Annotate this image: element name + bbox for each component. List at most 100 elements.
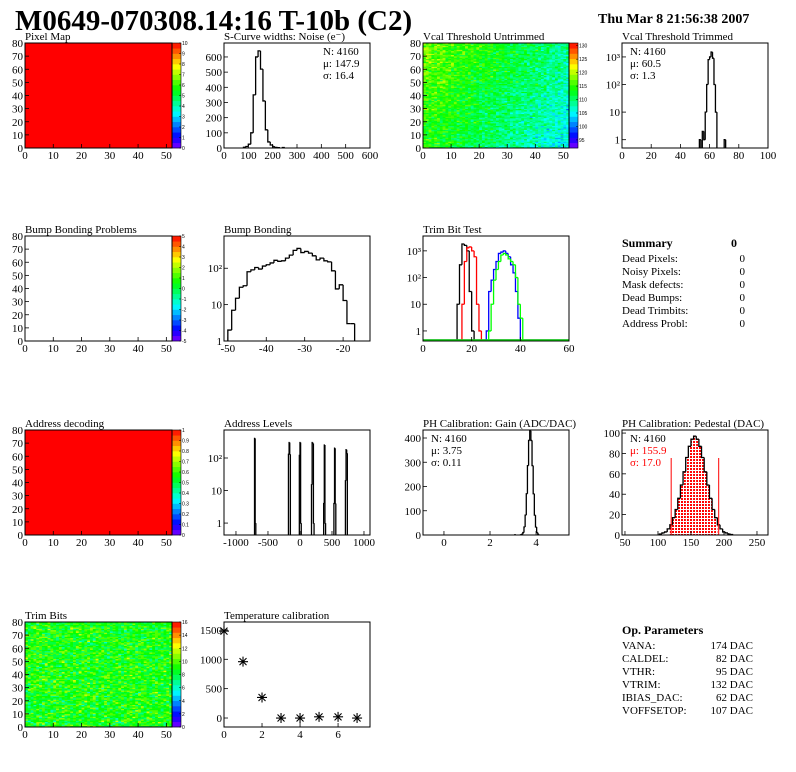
heatmap-cell xyxy=(473,121,477,124)
heatmap-cell xyxy=(445,113,449,116)
heatmap-cell xyxy=(518,65,522,67)
y-tick-label: 0 xyxy=(416,530,422,542)
heatmap-cell xyxy=(442,87,446,90)
heatmap-cell xyxy=(538,129,542,132)
heatmap-cell xyxy=(448,74,452,77)
heatmap-cell xyxy=(490,132,494,134)
heatmap-cell xyxy=(507,138,511,141)
heatmap-cell xyxy=(25,686,29,688)
heatmap-cell xyxy=(552,49,556,52)
heatmap-cell xyxy=(549,142,553,145)
heatmap-cell xyxy=(512,48,516,50)
heatmap-cell xyxy=(560,87,564,90)
heatmap-cell xyxy=(493,136,497,138)
heatmap-cell xyxy=(462,48,466,50)
heatmap-cell xyxy=(473,113,477,116)
heatmap-cell xyxy=(498,48,502,50)
heatmap-cell xyxy=(546,133,550,136)
heatmap-cell xyxy=(428,134,432,137)
heatmap-cell xyxy=(25,430,172,535)
heatmap-cell xyxy=(462,146,466,149)
heatmap-cell xyxy=(451,92,455,95)
heatmap-cell xyxy=(563,44,567,46)
histogram-bin xyxy=(458,264,462,305)
heatmap-cell xyxy=(504,120,508,123)
heatmap-cell xyxy=(515,75,519,78)
heatmap-cell xyxy=(434,54,438,57)
heatmap-cell xyxy=(27,711,31,713)
heatmap-cell xyxy=(431,117,435,120)
heatmap-cell xyxy=(549,94,553,96)
heatmap-cell xyxy=(423,103,427,105)
heatmap-cell xyxy=(431,74,435,77)
heatmap-cell xyxy=(526,45,530,48)
heatmap-cell xyxy=(538,116,542,119)
heatmap-cell xyxy=(462,130,466,133)
heatmap-cell xyxy=(538,64,542,66)
heatmap-cell xyxy=(532,74,536,77)
heatmap-cell xyxy=(526,132,530,134)
heatmap-cell xyxy=(25,695,29,698)
heatmap-cell xyxy=(467,128,472,130)
heatmap-cell xyxy=(434,64,438,66)
heatmap-cell xyxy=(448,58,452,61)
heatmap-cell xyxy=(529,52,533,54)
heatmap-cell xyxy=(481,69,486,71)
histogram-bin xyxy=(711,498,715,511)
heatmap-cell xyxy=(25,664,29,666)
heatmap-cell xyxy=(428,88,432,91)
heatmap-cell xyxy=(507,106,511,108)
heatmap-cell xyxy=(507,136,511,138)
histogram-fill-bin xyxy=(693,436,697,535)
heatmap-cell xyxy=(456,119,460,121)
heatmap-cell xyxy=(507,66,511,69)
heatmap-cell xyxy=(512,46,516,49)
heatmap-cell xyxy=(484,96,488,99)
heatmap-cell xyxy=(518,43,522,45)
heatmap-cell xyxy=(493,109,497,112)
heatmap-cell xyxy=(431,136,435,138)
heatmap-cell xyxy=(470,123,474,125)
heatmap-cell xyxy=(490,119,494,121)
heatmap-cell xyxy=(487,49,491,52)
heatmap-cell xyxy=(566,54,570,57)
heatmap-cell xyxy=(501,88,505,91)
heatmap-cell xyxy=(543,116,547,119)
heatmap-cell xyxy=(439,77,443,79)
heatmap-cell xyxy=(484,56,488,58)
heatmap-cell xyxy=(501,119,505,121)
heatmap-cell xyxy=(27,690,31,692)
heatmap-cell xyxy=(490,129,494,132)
heatmap-cell xyxy=(538,79,542,82)
heatmap-cell xyxy=(423,81,427,83)
histogram-bin xyxy=(324,445,326,524)
heatmap-cell xyxy=(515,70,519,73)
heatmap-cell xyxy=(423,54,427,57)
heatmap-cell xyxy=(476,113,480,116)
heatmap-cell xyxy=(456,145,460,147)
heatmap-cell xyxy=(510,129,514,132)
heatmap-cell xyxy=(423,78,427,81)
heatmap-cell xyxy=(496,117,500,120)
heatmap-cell xyxy=(27,687,31,690)
heatmap-cell xyxy=(524,66,528,69)
heatmap-cell xyxy=(479,60,483,62)
heatmap-cell xyxy=(560,48,564,50)
heatmap-cell xyxy=(451,137,455,140)
heatmap-cell xyxy=(490,107,494,109)
heatmap-cell xyxy=(501,141,505,144)
histogram-bin xyxy=(246,271,251,286)
heatmap-cell xyxy=(425,74,429,77)
heatmap-cell xyxy=(504,99,508,102)
heatmap-cell xyxy=(518,106,522,108)
heatmap-cell xyxy=(479,77,483,79)
heatmap-cell xyxy=(566,70,570,73)
heatmap-cell xyxy=(518,88,522,91)
y-tick-label: 300 xyxy=(405,457,422,469)
heatmap-cell xyxy=(437,57,441,60)
heatmap-cell xyxy=(431,113,435,116)
heatmap-cell xyxy=(459,91,463,94)
heatmap-cell xyxy=(467,106,472,108)
heatmap-cell xyxy=(538,44,542,46)
heatmap-cell xyxy=(566,103,570,105)
